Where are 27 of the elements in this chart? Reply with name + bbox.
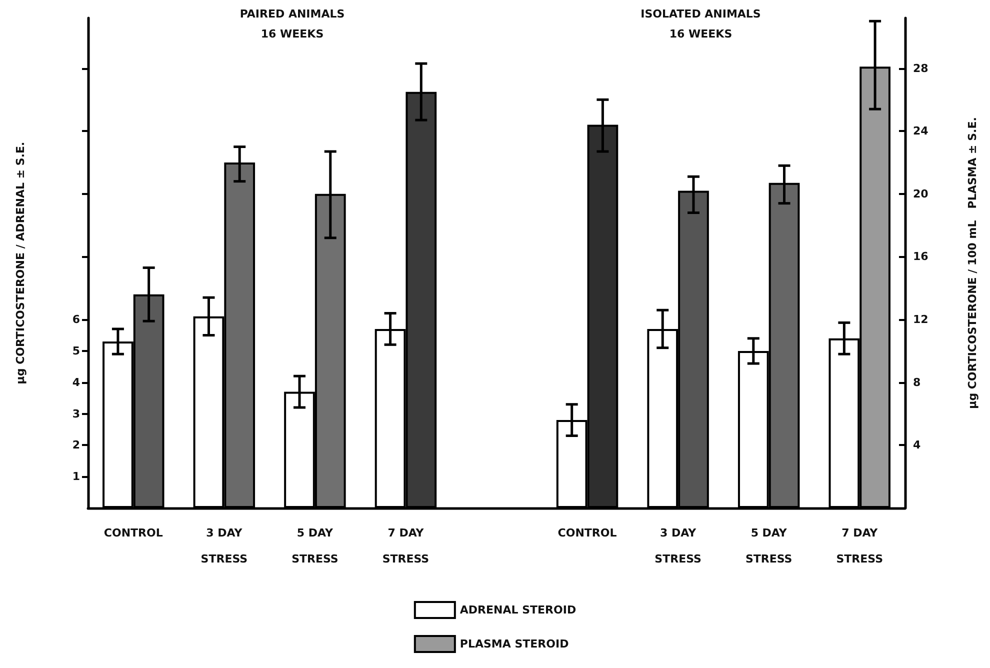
- y-tick-label: 3: [72, 407, 80, 420]
- y2-tick-label: 20: [913, 187, 929, 200]
- legend-label: PLASMA STEROID: [460, 638, 569, 650]
- annotation: PAIRED ANIMALS 16 WEEKS: [240, 8, 345, 40]
- x-tick-label: 7 DAY STRESS: [382, 526, 430, 566]
- x-tick-label: 7 DAY STRESS: [836, 526, 884, 566]
- y2-axis-title: μg CORTICOSTERONE / 100 mL PLASMA ± S.E.: [966, 117, 979, 409]
- x-tick-label: 3 DAY STRESS: [654, 526, 702, 566]
- y2-tick-label: 8: [913, 376, 921, 389]
- annotation: ISOLATED ANIMALS 16 WEEKS: [640, 8, 761, 40]
- y-tick-label: 1: [72, 470, 80, 484]
- y2-tick-label: 16: [913, 250, 929, 264]
- y2-tick-label: 24: [913, 124, 929, 138]
- x-tick-label: CONTROL: [104, 526, 163, 540]
- y-axis-title: μg CORTICOSTERONE / ADRENAL ± S.E.: [14, 142, 27, 384]
- legend-label: ADRENAL STEROID: [460, 604, 576, 616]
- x-tick-label: CONTROL: [558, 526, 617, 540]
- x-tick-label: 3 DAY STRESS: [200, 526, 248, 566]
- y-tick-label: 6: [72, 313, 80, 326]
- x-tick-label: 5 DAY STRESS: [745, 526, 792, 566]
- x-tick-label: 5 DAY STRESS: [292, 526, 338, 566]
- y-tick-label: 5: [72, 344, 80, 358]
- y-tick-label: 4: [72, 376, 80, 389]
- y2-tick-label: 12: [913, 313, 928, 326]
- y-tick-label: 2: [72, 438, 80, 452]
- y2-tick-label: 4: [913, 438, 921, 452]
- y2-tick-label: 28: [913, 62, 928, 75]
